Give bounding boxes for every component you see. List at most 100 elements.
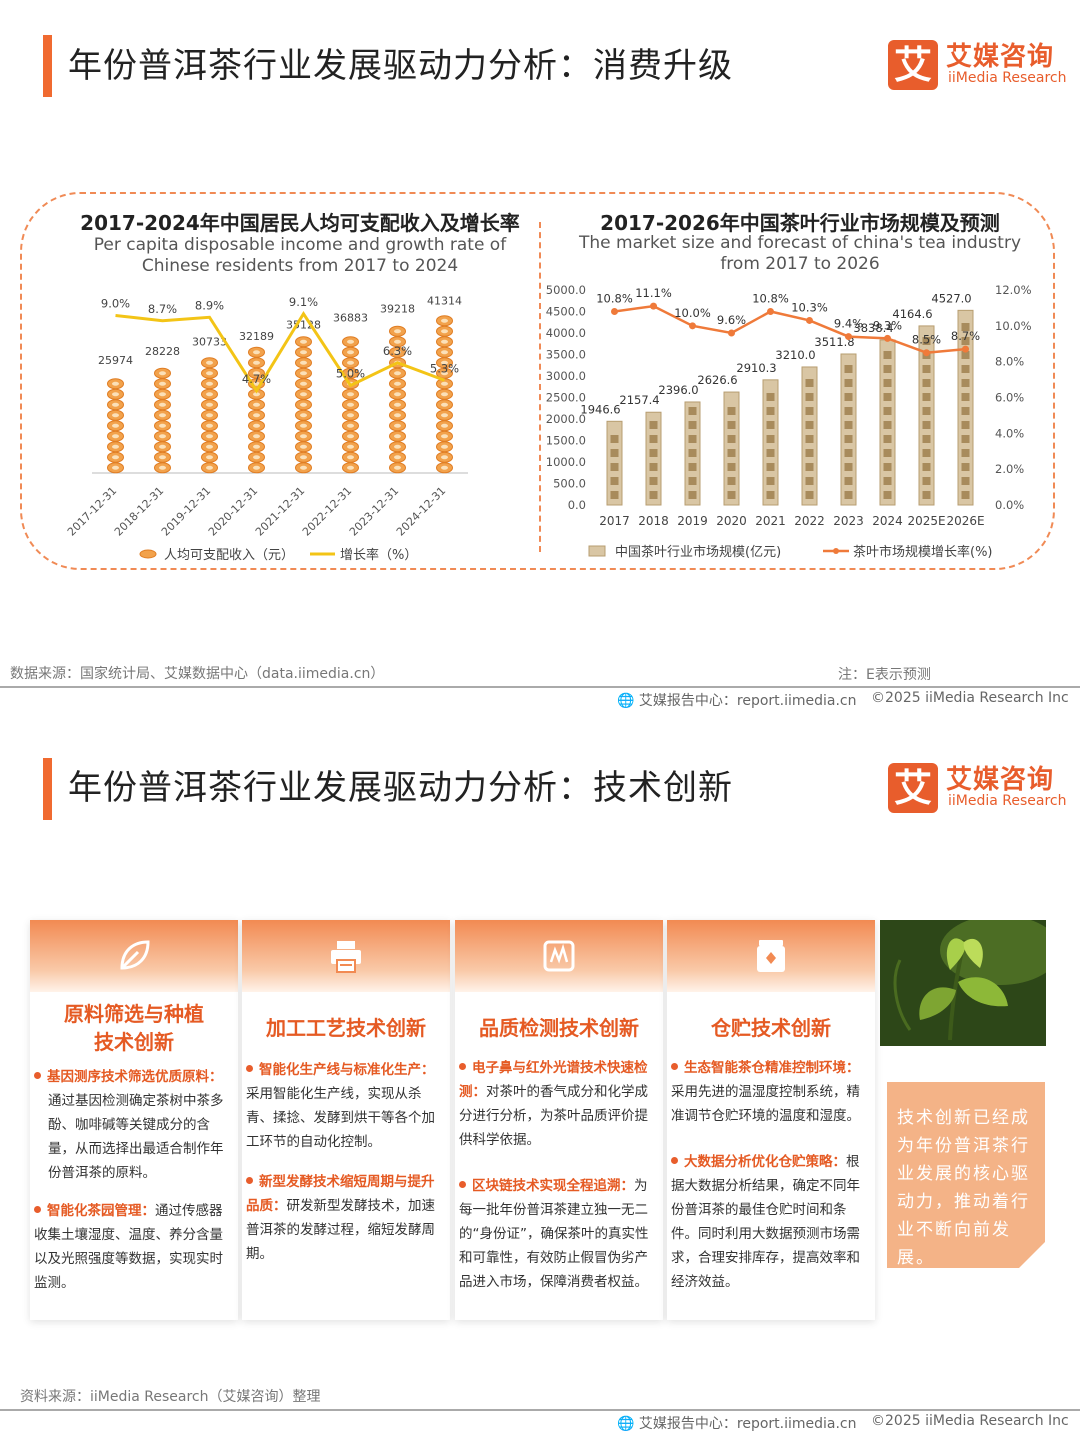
item-heading: 基因测序技术筛选优质原料：: [47, 1069, 223, 1085]
bar-pattern: [844, 379, 853, 387]
growth-value-label: 10.8%: [752, 292, 789, 306]
y-tick-label: 2000.0: [546, 412, 586, 426]
x-tick-label: 2022: [794, 514, 825, 528]
bar-pattern: [766, 449, 775, 457]
card-body: 智能化生产线与标准化生产： 采用智能化生产线，实现从杀青、揉捻、发酵到烘干等各个加…: [246, 1058, 444, 1280]
income-bar: [295, 336, 312, 474]
x-tick-label: 2021: [755, 514, 786, 528]
bar-pattern: [805, 463, 814, 471]
card-title: 加工工艺技术创新: [266, 1016, 426, 1040]
bar-pattern: [922, 393, 931, 401]
item-text: 采用智能化生产线，实现从杀青、揉捻、发酵到烘干等各个加工环节的自动化控制。: [246, 1086, 435, 1150]
x-tick-label: 2025E: [907, 514, 945, 528]
bar-pattern: [688, 407, 697, 415]
footer-report-link[interactable]: 🌐 艾媒报告中心：report.iimedia.cn: [617, 690, 857, 710]
item-heading: 智能化生产线与标准化生产：: [259, 1062, 435, 1078]
growth-value-label: 8.9%: [195, 298, 224, 312]
bar-pattern: [922, 491, 931, 499]
income-bar: [342, 336, 359, 474]
card-header: [667, 920, 875, 992]
market-value-label: 3838.4: [853, 321, 893, 335]
bar-pattern: [649, 477, 658, 485]
y-tick-label: 0.0: [568, 498, 586, 512]
x-tick-label: 2020: [716, 514, 747, 528]
x-tick-label: 2017-12-31: [65, 484, 119, 538]
market-value-label: 2910.3: [736, 361, 776, 375]
callout-fold: [1019, 1242, 1045, 1268]
growth-value-label: 8.5%: [912, 333, 941, 347]
item-heading: 大数据分析优化仓贮策略：: [684, 1154, 846, 1170]
bar-pattern: [961, 463, 970, 471]
x-tick-label: 2019-12-31: [159, 484, 213, 538]
bar-pattern: [922, 379, 931, 387]
bar-pattern: [727, 463, 736, 471]
income-value-label: 28228: [145, 345, 180, 358]
footer-copyright-2: ©2025 iiMedia Research Inc: [871, 1413, 1069, 1429]
footer-report-text: 艾媒报告中心：report.iimedia.cn: [638, 1416, 857, 1432]
y-tick-label: 2500.0: [546, 391, 586, 405]
leaf-icon: [120, 940, 150, 970]
footer-report-text: 艾媒报告中心：report.iimedia.cn: [638, 693, 857, 709]
growth-point: [845, 333, 852, 341]
bar-pattern: [883, 393, 892, 401]
bar-pattern: [922, 477, 931, 485]
card-quality-test: 品质检测技术创新 电子鼻与红外光谱技术快速检测：对茶叶的香气成分和化学成分进行分…: [455, 920, 663, 1320]
x-tick-label: 2026E: [946, 514, 984, 528]
bar-pattern: [922, 463, 931, 471]
income-value-label: 39218: [380, 302, 415, 315]
callout-text: 技术创新已经成为年份普洱茶行业发展的核心驱动力，推动着行业不断向前发展。: [897, 1108, 1030, 1268]
bar-pattern: [649, 463, 658, 471]
bar-pattern: [961, 337, 970, 345]
footer-divider: [0, 686, 1080, 688]
growth-line: [115, 310, 446, 394]
card-body: 电子鼻与红外光谱技术快速检测：对茶叶的香气成分和化学成分进行分析，为茶叶品质评价…: [459, 1056, 657, 1308]
bar-pattern: [961, 435, 970, 443]
left-chart-subtitle: Per capita disposable income and growth …: [93, 235, 507, 276]
logo-en-text: iiMedia Research: [948, 793, 1067, 809]
bar-pattern: [883, 421, 892, 429]
bar-pattern: [688, 477, 697, 485]
growth-point: [767, 308, 774, 315]
bar-pattern: [961, 407, 970, 415]
growth-point: [884, 334, 891, 342]
logo-mark-icon: 艾: [888, 763, 938, 813]
x-tick-label: 2018-12-31: [112, 484, 166, 538]
item-text: 根据大数据分析结果，确定不同年份普洱茶的最佳仓贮时间和条件。同时利用大数据预测市…: [671, 1154, 860, 1290]
bar-pattern: [610, 449, 619, 457]
y-tick-label: 1000.0: [546, 455, 586, 469]
x-tick-label: 2024: [872, 514, 903, 528]
sensor-icon: [543, 940, 575, 972]
bar-pattern: [961, 393, 970, 401]
bar-pattern: [805, 421, 814, 429]
footer-report-link-2[interactable]: 🌐 艾媒报告中心：report.iimedia.cn: [617, 1413, 857, 1433]
bar-pattern: [961, 491, 970, 499]
market-value-label: 2396.0: [658, 383, 698, 397]
x-tick-label: 2023-12-31: [347, 484, 401, 538]
charts-frame: [20, 192, 1055, 570]
growth-value-label: 5.3%: [430, 361, 459, 375]
bar-pattern: [766, 393, 775, 401]
income-value-label: 41314: [427, 294, 462, 307]
income-bar: [154, 367, 171, 474]
legend-bar-label: 中国茶叶行业市场规模(亿元): [615, 544, 781, 560]
growth-value-label: 10.8%: [596, 292, 633, 306]
charts-divider: [539, 222, 541, 552]
growth-value-label: 11.1%: [635, 286, 672, 300]
bar-pattern: [688, 435, 697, 443]
growth-point: [806, 316, 813, 324]
y2-tick-label: 12.0%: [995, 283, 1032, 297]
bar-pattern: [844, 477, 853, 485]
legend-line-label: 茶叶市场规模增长率(%): [853, 544, 993, 560]
printer-icon: [331, 941, 361, 973]
card-processing: 加工工艺技术创新 智能化生产线与标准化生产： 采用智能化生产线，实现从杀青、揉捻、…: [242, 920, 450, 1320]
legend-line-marker: [833, 548, 839, 554]
item-text: 对茶叶的香气成分和化学成分进行分析，为茶叶品质评价提供科学依据。: [459, 1084, 648, 1148]
bar-pattern: [805, 407, 814, 415]
growth-value-label: 10.3%: [791, 300, 828, 314]
market-value-label: 2626.6: [697, 373, 737, 387]
legend-coin-swatch: [139, 549, 157, 559]
bar-pattern: [883, 477, 892, 485]
income-bar: [436, 315, 453, 474]
card-title: 原料筛选与种植 技术创新: [64, 1002, 204, 1054]
bar-pattern: [883, 365, 892, 373]
